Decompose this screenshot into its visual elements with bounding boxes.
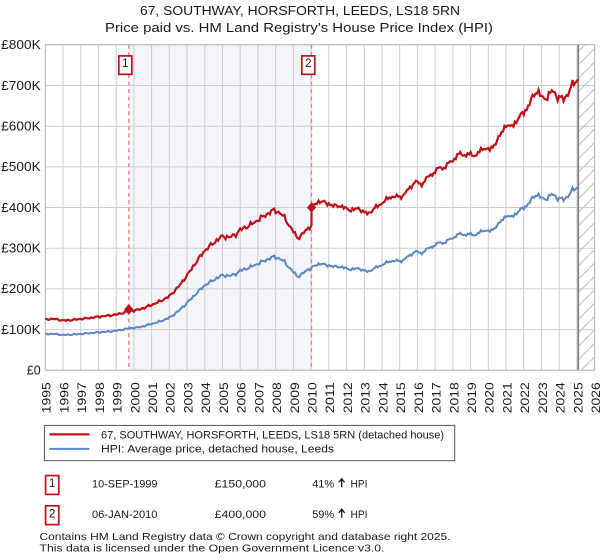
- svg-text:This data is licensed under th: This data is licensed under the Open Gov…: [40, 544, 385, 555]
- svg-text:2007: 2007: [252, 382, 266, 413]
- svg-text:Price paid vs. HM Land Registr: Price paid vs. HM Land Registry's House …: [105, 20, 493, 35]
- svg-text:£600K: £600K: [1, 120, 41, 134]
- svg-text:2003: 2003: [182, 382, 196, 413]
- svg-text:2013: 2013: [359, 382, 373, 413]
- svg-text:HPI: HPI: [351, 509, 368, 521]
- svg-text:2014: 2014: [376, 382, 390, 413]
- svg-text:1999: 1999: [111, 382, 125, 413]
- svg-text:2022: 2022: [518, 382, 532, 413]
- svg-text:2009: 2009: [288, 382, 302, 413]
- svg-text:2008: 2008: [270, 382, 284, 413]
- svg-text:67, SOUTHWAY, HORSFORTH, LEEDS: 67, SOUTHWAY, HORSFORTH, LEEDS, LS18 5RN: [140, 3, 460, 18]
- svg-text:2012: 2012: [341, 382, 355, 413]
- svg-text:£400K: £400K: [1, 201, 41, 215]
- svg-text:41%: 41%: [312, 479, 334, 491]
- svg-text:10-SEP-1999: 10-SEP-1999: [92, 479, 158, 491]
- svg-text:£500K: £500K: [1, 160, 41, 174]
- svg-text:£150,000: £150,000: [215, 479, 266, 491]
- svg-text:£100K: £100K: [1, 323, 41, 337]
- svg-text:1: 1: [122, 58, 128, 70]
- svg-text:2024: 2024: [554, 382, 568, 413]
- svg-text:2018: 2018: [447, 382, 461, 413]
- svg-text:2017: 2017: [430, 382, 444, 413]
- svg-text:2005: 2005: [217, 382, 231, 413]
- svg-text:2001: 2001: [146, 382, 160, 413]
- svg-text:2: 2: [49, 508, 55, 520]
- svg-text:1997: 1997: [75, 382, 89, 413]
- svg-text:06-JAN-2010: 06-JAN-2010: [92, 509, 158, 521]
- svg-text:£700K: £700K: [1, 79, 41, 93]
- svg-text:2023: 2023: [536, 382, 550, 413]
- svg-text:2010: 2010: [306, 382, 320, 413]
- svg-text:£200K: £200K: [1, 282, 41, 296]
- svg-text:2002: 2002: [164, 382, 178, 413]
- svg-text:2026: 2026: [589, 382, 600, 413]
- svg-text:HPI: HPI: [351, 479, 368, 491]
- svg-text:2020: 2020: [483, 382, 497, 413]
- svg-text:Contains HM Land Registry data: Contains HM Land Registry data © Crown c…: [40, 532, 451, 543]
- svg-text:£800K: £800K: [1, 38, 41, 52]
- svg-text:HPI: Average price, detached h: HPI: Average price, detached house, Leed…: [101, 444, 335, 456]
- svg-text:2004: 2004: [199, 382, 213, 413]
- svg-text:2011: 2011: [323, 382, 337, 413]
- svg-text:£0: £0: [27, 364, 41, 378]
- svg-text:2019: 2019: [465, 382, 479, 413]
- svg-text:1995: 1995: [40, 382, 54, 413]
- svg-text:67, SOUTHWAY, HORSFORTH, LEEDS: 67, SOUTHWAY, HORSFORTH, LEEDS, LS18 5RN…: [101, 430, 444, 442]
- svg-text:£400,000: £400,000: [215, 509, 266, 521]
- svg-text:1996: 1996: [57, 382, 71, 413]
- svg-text:2021: 2021: [500, 382, 514, 413]
- svg-text:2015: 2015: [394, 382, 408, 413]
- svg-text:2006: 2006: [235, 382, 249, 413]
- svg-text:1: 1: [49, 478, 55, 490]
- svg-text:£300K: £300K: [1, 242, 41, 256]
- svg-text:2025: 2025: [571, 382, 585, 413]
- svg-text:59%: 59%: [312, 509, 334, 521]
- svg-text:2000: 2000: [128, 382, 142, 413]
- svg-text:1998: 1998: [93, 382, 107, 413]
- svg-text:2016: 2016: [412, 382, 426, 413]
- svg-text:2: 2: [305, 58, 311, 70]
